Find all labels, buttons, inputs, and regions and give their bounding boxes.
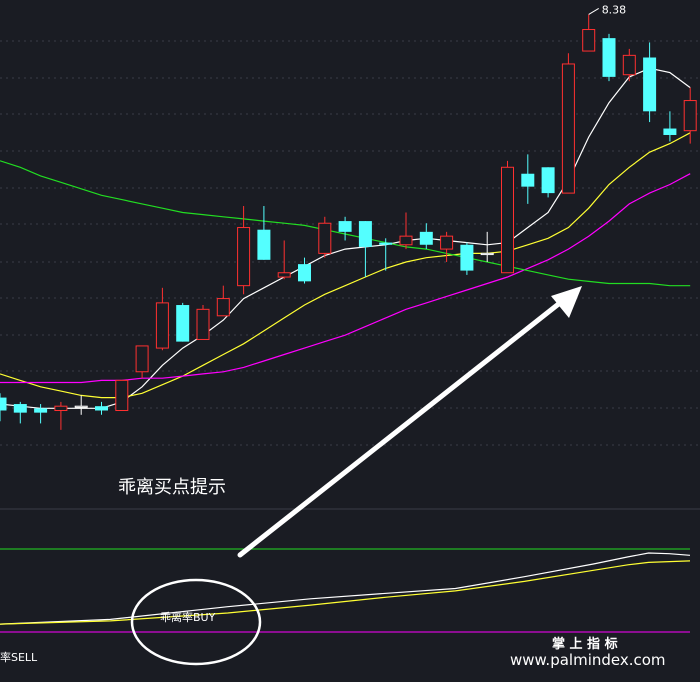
price-gridlines xyxy=(0,40,700,446)
candle-body xyxy=(460,244,474,271)
candle-body xyxy=(643,57,657,112)
candle-body xyxy=(663,128,677,135)
max-price-marker: 8.38 xyxy=(588,3,627,16)
max-price-label: 8.38 xyxy=(602,3,627,16)
candle-body xyxy=(683,100,697,132)
watermark-url: www.palmindex.com xyxy=(510,651,666,669)
candle-body xyxy=(155,302,169,349)
candle-body xyxy=(74,405,88,408)
indicator-line xyxy=(0,552,691,625)
candle-body xyxy=(419,231,433,245)
candle-body xyxy=(95,406,108,411)
candle-body xyxy=(34,408,48,413)
buy-hint-caption: 乖离买点提示 xyxy=(118,477,226,498)
candle-body xyxy=(358,221,372,247)
candle-body xyxy=(582,29,596,52)
trend-arrow-head xyxy=(551,286,582,318)
candle-body xyxy=(216,298,230,317)
moving-average-line xyxy=(0,132,691,399)
candlestick-series xyxy=(0,14,697,430)
watermark-title: 掌 上 指 标 xyxy=(552,636,618,652)
candle-body xyxy=(115,379,129,411)
trend-arrow-shaft xyxy=(237,292,573,558)
buy-signal-label: 乖离率BUY xyxy=(160,610,216,624)
buy-signal-circle xyxy=(130,578,262,666)
candle-body xyxy=(561,63,575,194)
candle-body xyxy=(501,166,514,274)
indicator-panel xyxy=(0,548,691,633)
candle-body xyxy=(298,264,311,282)
moving-average-line xyxy=(0,173,691,384)
candle-body xyxy=(541,167,555,194)
candle-body xyxy=(54,405,68,411)
sell-signal-label: 率SELL xyxy=(0,650,38,664)
candle-body xyxy=(318,222,332,254)
moving-average-line xyxy=(0,67,691,409)
candle-body xyxy=(622,54,636,76)
candle-body xyxy=(257,229,271,260)
candle-body xyxy=(0,397,7,411)
candle-body xyxy=(237,227,251,287)
indicator-line xyxy=(0,560,691,625)
candle-body xyxy=(602,38,616,77)
candle-body xyxy=(480,252,494,256)
max-price-pointer xyxy=(588,8,599,15)
candle-body xyxy=(521,173,535,187)
candle-body xyxy=(379,242,393,245)
candle-body xyxy=(440,235,454,250)
candle-body xyxy=(135,345,149,373)
candle-body xyxy=(338,221,352,232)
candle-body xyxy=(399,235,413,246)
candle-body xyxy=(277,272,291,278)
candle-body xyxy=(13,404,27,413)
candle-body xyxy=(196,308,210,340)
candle-body xyxy=(176,305,190,342)
